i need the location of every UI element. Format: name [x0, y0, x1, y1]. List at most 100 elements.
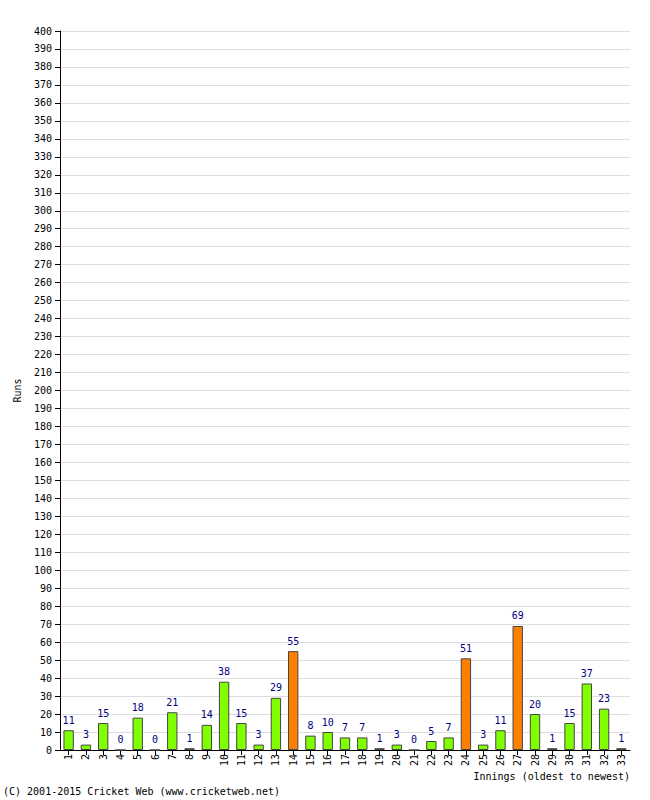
svg-text:3: 3: [83, 729, 89, 740]
svg-text:Runs: Runs: [12, 378, 23, 402]
svg-text:33: 33: [616, 754, 627, 766]
svg-text:2: 2: [80, 754, 91, 760]
svg-text:29: 29: [270, 682, 282, 693]
svg-text:15: 15: [235, 708, 247, 719]
svg-text:14: 14: [288, 754, 299, 766]
svg-text:260: 260: [34, 277, 52, 288]
svg-text:310: 310: [34, 187, 52, 198]
svg-text:28: 28: [530, 754, 541, 766]
svg-text:120: 120: [34, 529, 52, 540]
svg-text:6: 6: [150, 754, 161, 760]
svg-text:3: 3: [98, 754, 109, 760]
svg-text:100: 100: [34, 565, 52, 576]
svg-text:1: 1: [618, 733, 624, 744]
svg-text:60: 60: [40, 637, 52, 648]
svg-text:17: 17: [340, 754, 351, 766]
svg-text:10: 10: [322, 717, 334, 728]
svg-text:190: 190: [34, 403, 52, 414]
svg-text:Innings (oldest to newest): Innings (oldest to newest): [473, 771, 630, 782]
svg-text:30: 30: [564, 754, 575, 766]
svg-text:10: 10: [219, 754, 230, 766]
svg-text:380: 380: [34, 61, 52, 72]
svg-text:26: 26: [495, 754, 506, 766]
svg-text:280: 280: [34, 241, 52, 252]
svg-text:(C) 2001-2015 Cricket Web (www: (C) 2001-2015 Cricket Web (www.cricketwe…: [3, 786, 280, 797]
svg-text:200: 200: [34, 385, 52, 396]
svg-text:180: 180: [34, 421, 52, 432]
svg-text:8: 8: [307, 720, 313, 731]
svg-text:210: 210: [34, 367, 52, 378]
svg-text:37: 37: [581, 668, 593, 679]
svg-text:7: 7: [359, 722, 365, 733]
svg-text:150: 150: [34, 475, 52, 486]
svg-text:25: 25: [478, 754, 489, 766]
svg-text:0: 0: [117, 734, 123, 745]
svg-text:360: 360: [34, 97, 52, 108]
svg-text:5: 5: [428, 726, 434, 737]
svg-text:4: 4: [115, 754, 126, 760]
svg-text:23: 23: [598, 693, 610, 704]
svg-text:270: 270: [34, 259, 52, 270]
svg-text:20: 20: [391, 754, 402, 766]
svg-text:3: 3: [256, 729, 262, 740]
svg-text:7: 7: [167, 754, 178, 760]
svg-text:0: 0: [411, 734, 417, 745]
svg-text:16: 16: [322, 754, 333, 766]
svg-text:55: 55: [287, 636, 299, 647]
svg-text:14: 14: [201, 709, 213, 720]
svg-text:290: 290: [34, 223, 52, 234]
svg-text:3: 3: [480, 729, 486, 740]
svg-text:20: 20: [529, 699, 541, 710]
svg-text:7: 7: [342, 722, 348, 733]
svg-text:51: 51: [460, 643, 472, 654]
svg-text:160: 160: [34, 457, 52, 468]
svg-text:21: 21: [166, 697, 178, 708]
svg-text:230: 230: [34, 331, 52, 342]
svg-text:340: 340: [34, 133, 52, 144]
svg-text:15: 15: [305, 754, 316, 766]
svg-text:69: 69: [512, 610, 524, 621]
svg-text:7: 7: [446, 722, 452, 733]
svg-text:13: 13: [270, 754, 281, 766]
svg-text:9: 9: [201, 754, 212, 760]
svg-text:15: 15: [97, 708, 109, 719]
svg-text:350: 350: [34, 115, 52, 126]
svg-text:1: 1: [187, 733, 193, 744]
svg-text:18: 18: [357, 754, 368, 766]
svg-text:1: 1: [549, 733, 555, 744]
svg-text:11: 11: [236, 754, 247, 766]
svg-text:0: 0: [152, 734, 158, 745]
svg-text:170: 170: [34, 439, 52, 450]
svg-text:130: 130: [34, 511, 52, 522]
svg-text:29: 29: [547, 754, 558, 766]
svg-text:400: 400: [34, 26, 52, 37]
svg-text:1: 1: [63, 754, 74, 760]
svg-text:1: 1: [377, 733, 383, 744]
svg-text:10: 10: [40, 727, 52, 738]
svg-text:330: 330: [34, 151, 52, 162]
svg-text:3: 3: [394, 729, 400, 740]
svg-text:320: 320: [34, 169, 52, 180]
svg-text:18: 18: [132, 702, 144, 713]
svg-text:12: 12: [253, 754, 264, 766]
svg-text:23: 23: [443, 754, 454, 766]
svg-text:32: 32: [599, 754, 610, 766]
svg-text:20: 20: [40, 709, 52, 720]
svg-text:220: 220: [34, 349, 52, 360]
svg-text:300: 300: [34, 205, 52, 216]
svg-text:19: 19: [374, 754, 385, 766]
svg-text:31: 31: [581, 754, 592, 766]
svg-text:0: 0: [46, 745, 52, 756]
svg-text:24: 24: [460, 754, 471, 766]
svg-text:140: 140: [34, 493, 52, 504]
svg-text:390: 390: [34, 43, 52, 54]
svg-text:30: 30: [40, 691, 52, 702]
svg-text:90: 90: [40, 583, 52, 594]
svg-text:80: 80: [40, 601, 52, 612]
svg-text:11: 11: [63, 715, 75, 726]
svg-text:70: 70: [40, 619, 52, 630]
svg-text:250: 250: [34, 295, 52, 306]
svg-text:240: 240: [34, 313, 52, 324]
svg-text:38: 38: [218, 666, 230, 677]
svg-text:40: 40: [40, 673, 52, 684]
